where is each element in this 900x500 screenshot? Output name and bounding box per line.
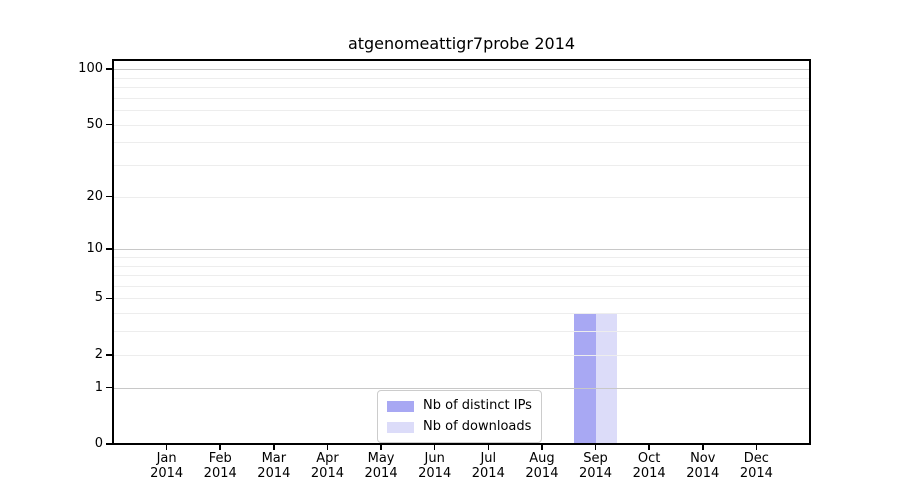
y-tick-mark [106, 354, 113, 356]
y-tick-label: 5 [94, 290, 103, 306]
x-tick-label: Oct 2014 [621, 451, 677, 481]
gridline-minor [113, 354, 810, 356]
x-tick-label-year: 2014 [632, 466, 666, 481]
x-tick-label-month: Jul [480, 451, 497, 466]
x-tick-label: Apr 2014 [299, 451, 355, 481]
gridline-minor [113, 265, 810, 267]
gridline-minor [113, 285, 810, 287]
gridline-minor [113, 110, 810, 112]
x-tick-label-month: Sep [583, 451, 608, 466]
x-tick-mark [380, 444, 382, 450]
x-tick-label-month: Dec [743, 451, 769, 466]
x-tick-mark [541, 444, 543, 450]
x-tick-label: Feb 2014 [192, 451, 248, 481]
x-tick-label-year: 2014 [257, 466, 291, 481]
x-tick-mark [273, 444, 275, 450]
x-tick-mark [326, 444, 329, 450]
x-tick-label-month: Jan [156, 451, 177, 466]
x-tick-label-month: May [367, 451, 395, 466]
x-tick-label: Jul 2014 [460, 451, 516, 481]
gridline-minor [113, 256, 810, 258]
x-tick-mark [702, 444, 704, 450]
spine-left [112, 59, 114, 445]
gridline-minor [113, 124, 810, 126]
gridline-minor [113, 313, 810, 315]
x-tick-label-year: 2014 [525, 466, 559, 481]
gridline-minor [113, 142, 810, 144]
spine-bottom [112, 443, 811, 445]
y-tick-label: 20 [86, 188, 103, 204]
legend-swatch-downloads [387, 421, 414, 433]
x-tick-mark [219, 444, 221, 450]
x-tick-mark [433, 444, 436, 450]
gridline-major [113, 387, 810, 389]
spine-right [809, 59, 811, 445]
x-tick-label-year: 2014 [418, 466, 452, 481]
x-tick-label-year: 2014 [686, 466, 720, 481]
y-tick-label: 50 [86, 116, 103, 132]
chart-title: atgenomeattigr7probe 2014 [347, 34, 576, 53]
x-tick-mark [648, 444, 650, 450]
x-tick-label: Nov 2014 [675, 451, 731, 481]
gridline-minor [113, 77, 810, 79]
x-tick-label-year: 2014 [578, 466, 613, 481]
spine-top [112, 59, 811, 61]
x-tick-mark [755, 444, 758, 450]
x-tick-label: May 2014 [353, 451, 409, 481]
gridline-minor [113, 196, 810, 198]
gridline-minor [113, 165, 810, 167]
x-tick-label: Dec 2014 [728, 451, 784, 481]
x-tick-label-year: 2014 [739, 466, 773, 481]
x-tick-label-year: 2014 [471, 466, 505, 481]
x-tick-mark [487, 444, 490, 450]
bar-downloads [595, 313, 617, 444]
y-tick-label: 1 [94, 379, 103, 395]
x-tick-label: Sep 2014 [568, 451, 624, 481]
x-tick-label-month: Oct [637, 451, 661, 466]
gridline-minor [113, 275, 810, 277]
y-tick-mark [106, 297, 113, 300]
gridline-minor [113, 298, 810, 300]
x-tick-label: Mar 2014 [246, 451, 302, 481]
x-tick-mark [165, 444, 168, 450]
y-tick-mark [106, 123, 113, 126]
gridline-major [113, 69, 810, 71]
x-tick-label-year: 2014 [203, 466, 237, 481]
y-tick-mark [106, 443, 113, 445]
y-tick-mark [106, 68, 113, 70]
legend: Nb of distinct IPs Nb of downloads [377, 390, 542, 443]
y-tick-mark [106, 195, 113, 198]
gridline-minor [113, 87, 810, 89]
x-tick-label-month: Jun [424, 451, 445, 466]
x-tick-label-month: Aug [529, 451, 555, 466]
y-tick-label: 100 [78, 61, 103, 77]
bar-distinct-ips [574, 313, 596, 444]
x-tick-label-month: Feb [208, 451, 232, 466]
x-tick-label-month: Mar [261, 451, 287, 466]
x-tick-label: Jun 2014 [407, 451, 463, 481]
y-tick-mark [106, 248, 113, 250]
y-tick-mark [106, 386, 113, 389]
x-tick-label-month: Apr [316, 451, 339, 466]
x-tick-label-month: Nov [690, 451, 716, 466]
y-tick-label: 0 [94, 436, 103, 451]
legend-entry: Nb of downloads [387, 419, 532, 435]
plot-area: Nb of distinct IPs Nb of downloads [113, 60, 810, 444]
gridline-minor [113, 97, 810, 99]
legend-label: Nb of distinct IPs [423, 398, 532, 413]
legend-entry: Nb of distinct IPs [387, 398, 532, 414]
gridline-minor [113, 331, 810, 333]
x-tick-label: Jan 2014 [139, 451, 195, 481]
x-tick-label-year: 2014 [364, 466, 398, 481]
legend-label: Nb of downloads [423, 419, 532, 434]
y-tick-label: 10 [86, 241, 103, 257]
x-tick-label-year: 2014 [310, 466, 344, 481]
gridline-major [113, 249, 810, 251]
y-tick-label: 2 [94, 346, 103, 362]
x-tick-mark [594, 444, 597, 450]
x-tick-label-year: 2014 [150, 466, 184, 481]
legend-swatch-distinct-ips [387, 400, 414, 412]
x-tick-label: Aug 2014 [514, 451, 570, 481]
